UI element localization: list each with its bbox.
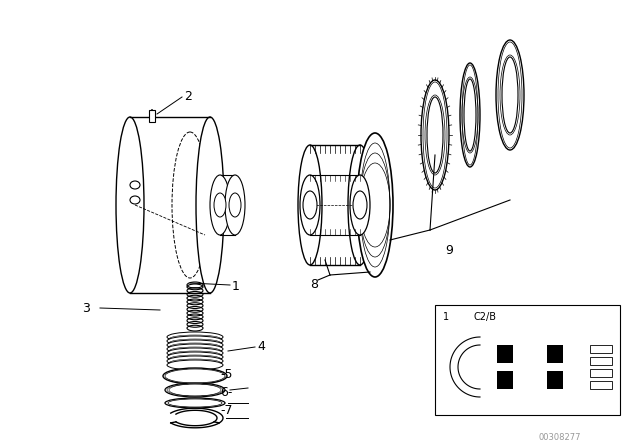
- Ellipse shape: [427, 97, 443, 173]
- Ellipse shape: [350, 175, 370, 235]
- Text: -7: -7: [220, 404, 232, 417]
- Bar: [590, 345, 612, 353]
- Text: 1: 1: [443, 312, 449, 322]
- Bar: [590, 381, 612, 389]
- Ellipse shape: [298, 145, 322, 265]
- Ellipse shape: [225, 175, 245, 235]
- Ellipse shape: [353, 191, 367, 219]
- Ellipse shape: [502, 57, 518, 133]
- Bar: [149, 110, 155, 122]
- Ellipse shape: [460, 63, 480, 167]
- Ellipse shape: [196, 117, 224, 293]
- Ellipse shape: [167, 344, 223, 354]
- Ellipse shape: [167, 348, 223, 358]
- Ellipse shape: [167, 352, 223, 362]
- Ellipse shape: [300, 175, 320, 235]
- Ellipse shape: [167, 336, 223, 346]
- Text: 9: 9: [445, 244, 453, 257]
- Text: 8: 8: [310, 279, 318, 292]
- Ellipse shape: [167, 340, 223, 350]
- Ellipse shape: [165, 383, 225, 397]
- Bar: [497, 371, 513, 389]
- Text: 4: 4: [257, 340, 265, 353]
- Ellipse shape: [229, 193, 241, 217]
- Text: C2/B: C2/B: [473, 312, 496, 322]
- Text: 6-: 6-: [220, 385, 232, 399]
- Ellipse shape: [214, 193, 226, 217]
- Ellipse shape: [167, 332, 223, 342]
- Ellipse shape: [303, 191, 317, 219]
- Ellipse shape: [165, 398, 225, 408]
- Bar: [590, 369, 612, 377]
- Ellipse shape: [167, 356, 223, 366]
- Text: 1: 1: [232, 280, 240, 293]
- Bar: [497, 345, 513, 363]
- Ellipse shape: [167, 360, 223, 370]
- Ellipse shape: [130, 181, 140, 189]
- Ellipse shape: [348, 145, 372, 265]
- Text: 2: 2: [184, 90, 192, 103]
- Ellipse shape: [130, 196, 140, 204]
- Text: -5: -5: [220, 369, 232, 382]
- Ellipse shape: [496, 40, 524, 150]
- Text: 3: 3: [82, 302, 90, 314]
- Bar: [547, 371, 563, 389]
- Ellipse shape: [464, 79, 476, 151]
- Ellipse shape: [421, 80, 449, 190]
- Ellipse shape: [116, 117, 144, 293]
- Ellipse shape: [357, 133, 393, 277]
- Bar: [435, 305, 620, 415]
- Ellipse shape: [210, 175, 230, 235]
- Bar: [547, 345, 563, 363]
- Text: 00308277: 00308277: [539, 434, 581, 443]
- Bar: [590, 357, 612, 365]
- Ellipse shape: [163, 368, 227, 384]
